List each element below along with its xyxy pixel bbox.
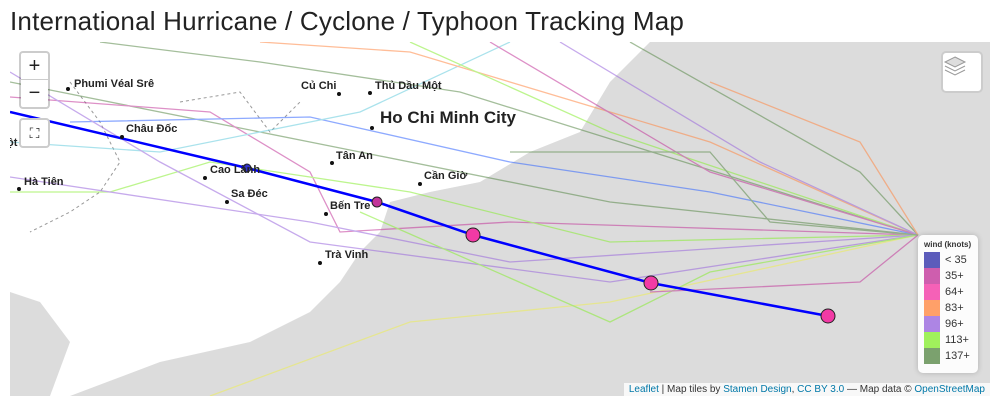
- legend-swatch: [924, 268, 940, 284]
- storm-track: [359, 211, 919, 323]
- legend-swatch: [924, 316, 940, 332]
- layers-icon: [943, 56, 967, 76]
- storm-track: [259, 42, 919, 236]
- city-label: Châu Đốc: [126, 123, 178, 135]
- attr-text: | Map tiles by: [658, 384, 724, 395]
- city-label: Ho Chi Minh City: [380, 108, 516, 127]
- city-label: Cao Lãnh: [210, 164, 261, 176]
- legend-label: 137+: [945, 350, 970, 362]
- storm-track: [69, 116, 919, 236]
- city-label: Bến Tre: [330, 200, 371, 212]
- legend-label: 35+: [945, 270, 964, 282]
- border: [179, 91, 301, 133]
- track-point: [465, 227, 481, 243]
- legend-item: 137+: [924, 348, 972, 364]
- stamen-link[interactable]: Stamen Design: [723, 384, 792, 395]
- city-label: Trà Vinh: [325, 249, 369, 261]
- map[interactable]: Phumi Véal Srê Củ Chi Thủ Dầu Một Ho Chi…: [10, 42, 990, 396]
- map-canvas[interactable]: [10, 42, 990, 396]
- legend-item: 64+: [924, 284, 972, 300]
- page-title: International Hurricane / Cyclone / Typh…: [10, 6, 685, 36]
- legend-label: 64+: [945, 286, 964, 298]
- city-label: Cần Giờ: [424, 170, 468, 182]
- city-label: ột: [10, 137, 18, 149]
- leaflet-link[interactable]: Leaflet: [628, 384, 659, 395]
- city-label: Phumi Véal Srê: [74, 78, 155, 90]
- legend-swatch: [924, 348, 940, 364]
- track-point: [242, 163, 252, 173]
- wind-legend: wind (knots) < 35 35+ 64+ 83+ 96+ 113+ 137+: [918, 235, 978, 373]
- city-label: Thủ Dầu Một: [375, 80, 442, 92]
- storm-track: [709, 81, 919, 236]
- legend-item: 113+: [924, 332, 972, 348]
- city-label: Củ Chi: [301, 80, 337, 92]
- sea: [70, 42, 990, 396]
- legend-title: wind (knots): [924, 240, 972, 249]
- legend-swatch: [924, 284, 940, 300]
- storm-track: [409, 42, 919, 236]
- storm-track: [510, 151, 919, 236]
- zoom-out-button[interactable]: −: [28, 82, 41, 104]
- zoom-control: + −: [19, 51, 50, 109]
- attribution: Leaflet | Map tiles by Stamen Design, CC…: [623, 383, 990, 396]
- fullscreen-icon: ⛶: [29, 125, 40, 141]
- legend-label: 83+: [945, 302, 964, 314]
- layers-button[interactable]: [941, 51, 983, 93]
- legend-swatch: [924, 252, 940, 268]
- storm-track: [209, 234, 919, 396]
- storm-track: [10, 96, 919, 236]
- storm-track: [10, 176, 919, 263]
- legend-label: < 35: [945, 254, 967, 266]
- storm-track: [559, 42, 919, 236]
- zoom-in-button[interactable]: +: [21, 53, 48, 80]
- city-label: Hà Tiên: [24, 176, 64, 188]
- osm-link[interactable]: OpenStreetMap: [914, 384, 985, 395]
- legend-label: 96+: [945, 318, 964, 330]
- border: [29, 81, 121, 233]
- track-point: [820, 308, 836, 324]
- legend-label: 113+: [945, 334, 969, 346]
- storm-track: [10, 161, 919, 243]
- storm-track: [99, 42, 919, 236]
- fullscreen-button[interactable]: ⛶: [19, 118, 50, 148]
- legend-item: < 35: [924, 252, 972, 268]
- legend-item: 35+: [924, 268, 972, 284]
- storm-track: [629, 42, 919, 236]
- storm-track: [10, 71, 919, 283]
- legend-item: 83+: [924, 300, 972, 316]
- main-track: [10, 110, 829, 318]
- storm-track: [10, 42, 511, 153]
- city-label: Tân An: [336, 150, 373, 162]
- storm-track: [10, 81, 919, 236]
- track-point: [643, 275, 659, 291]
- sea-west: [10, 292, 70, 396]
- attr-text: ,: [791, 384, 798, 395]
- cc-link[interactable]: CC BY 3.0: [797, 384, 845, 395]
- legend-item: 96+: [924, 316, 972, 332]
- legend-swatch: [924, 332, 940, 348]
- storm-track: [649, 234, 919, 293]
- legend-swatch: [924, 300, 940, 316]
- attr-text: — Map data ©: [844, 384, 915, 395]
- track-point: [371, 196, 383, 208]
- city-label: Sa Đéc: [231, 188, 268, 200]
- storm-track: [489, 42, 919, 236]
